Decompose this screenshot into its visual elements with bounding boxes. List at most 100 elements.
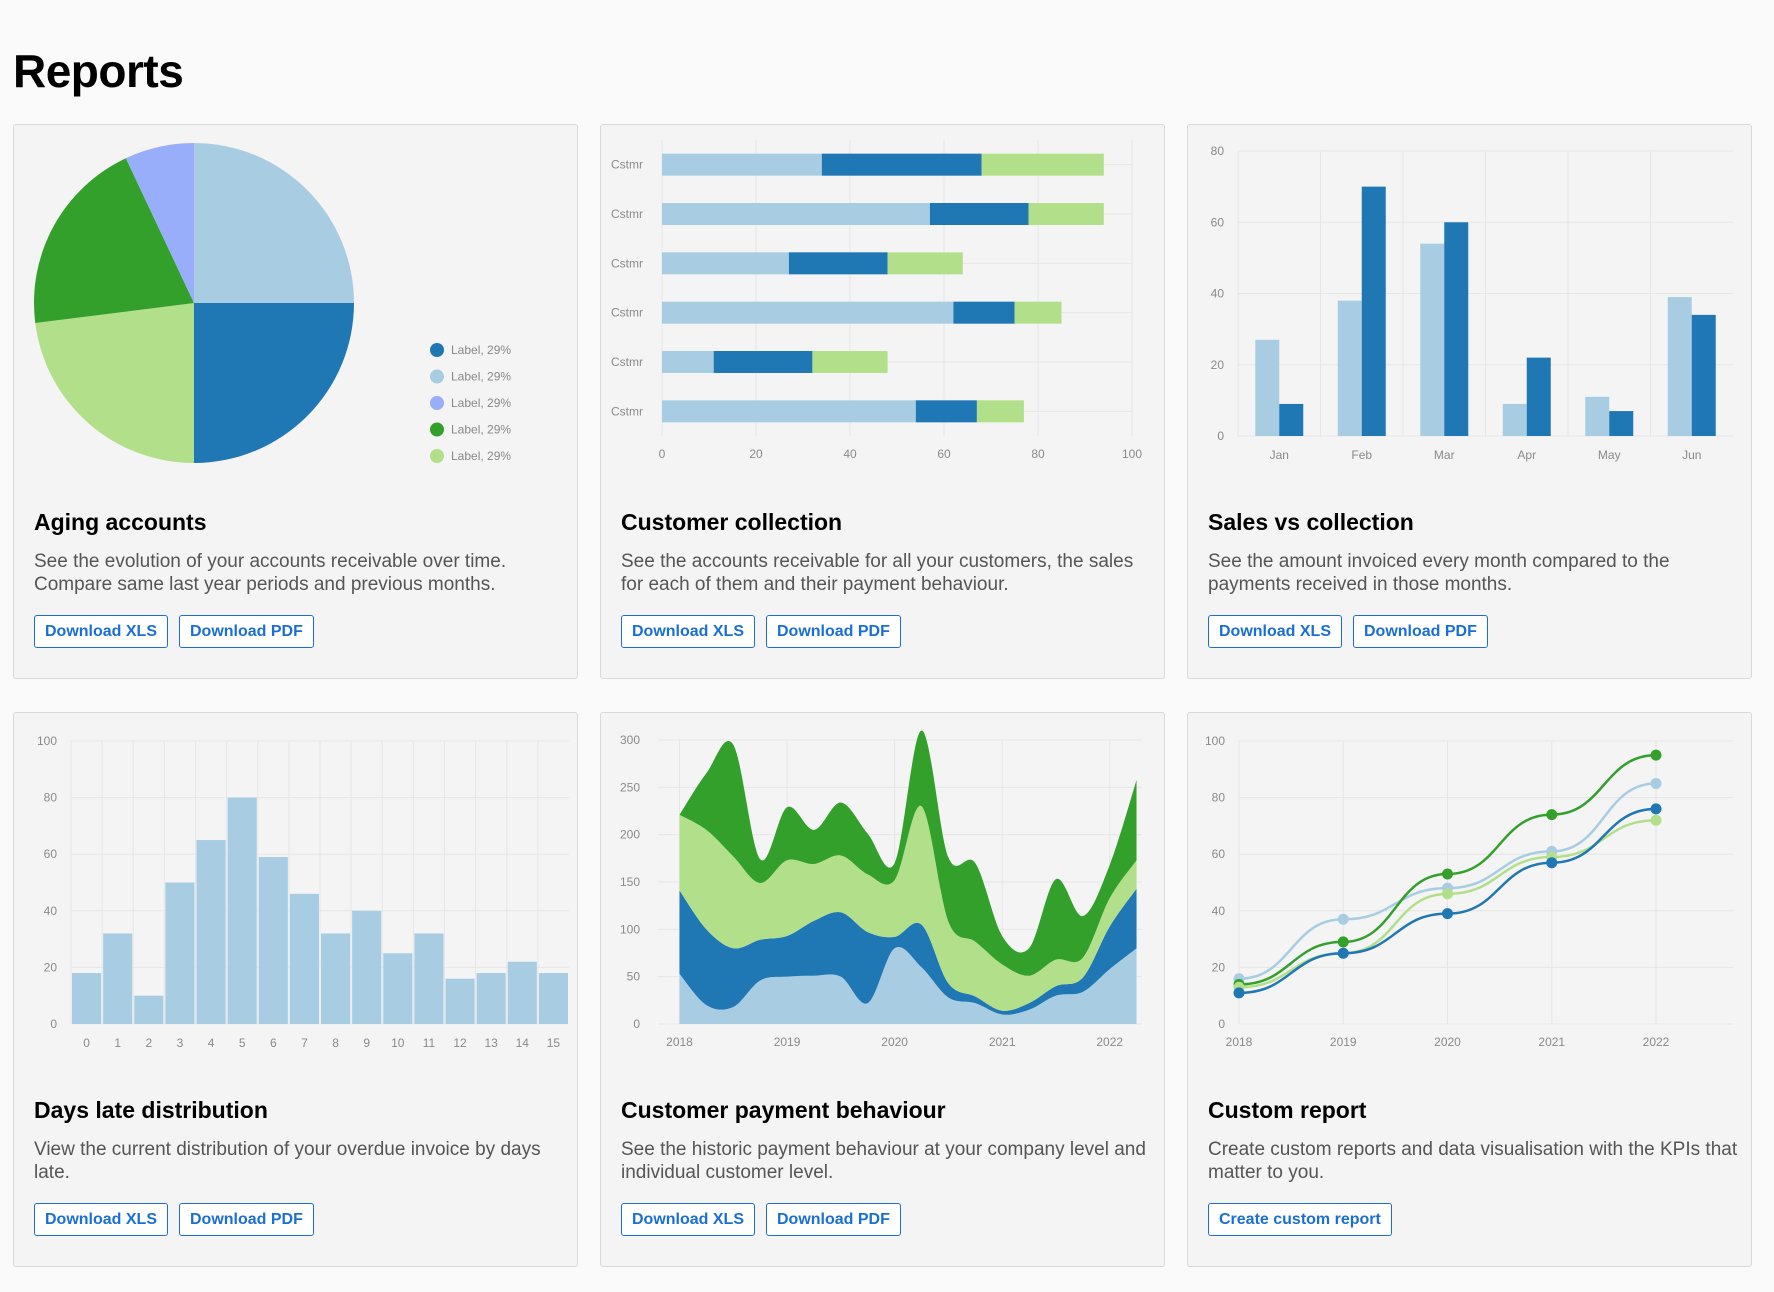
customer-collection-bar-chart: 0 20 40 60 80 100 Cstmr Cstmr Cstmr Cstmr Cstmr Cst… [611, 140, 1142, 461]
custom-report-line-chart: 0 20 40 60 80 100 2018 2019 2020 2021 2022 [1205, 734, 1733, 1049]
x-tick-label: 10 [391, 1036, 405, 1050]
chart-container: 0 20 40 60 80 100 0 1 2 3 4 5 6 7 8 9 10 11 12 13 14 15 [14, 713, 577, 1053]
legend-marker [430, 422, 444, 437]
x-tick-label: 0 [659, 447, 666, 461]
bar [1337, 300, 1362, 436]
x-tick-label: 2020 [1434, 1035, 1461, 1049]
x-tick-label: 5 [239, 1036, 246, 1050]
legend-marker [430, 343, 444, 357]
bar [1279, 403, 1304, 436]
card-actions: Download XLS Download PDF [1208, 615, 1488, 648]
y-tick-label: 60 [1212, 847, 1226, 861]
bar-segment [915, 400, 977, 423]
bar [103, 933, 133, 1024]
x-tick-label: 80 [1031, 447, 1045, 461]
legend-label: Label, 29% [451, 370, 511, 384]
card-description: View the current distribution of your ov… [34, 1139, 541, 1183]
bar [1502, 403, 1527, 436]
bar-segment [1028, 203, 1104, 225]
download-pdf-button[interactable]: Download PDF [179, 615, 314, 648]
bar [1255, 339, 1280, 436]
bar-segment [662, 203, 930, 225]
report-card-customer-payment-behaviour: 0 50 100 150 200 250 300 2018 2019 2020 2021 2022 C… [600, 712, 1165, 1267]
create-custom-report-button[interactable]: Create custom report [1208, 1203, 1392, 1236]
y-tick-label: 0 [50, 1017, 57, 1031]
download-xls-button[interactable]: Download XLS [1208, 615, 1342, 648]
card-description: See the historic payment behaviour at yo… [621, 1139, 1146, 1183]
download-xls-button[interactable]: Download XLS [34, 615, 168, 648]
pie-slice [194, 143, 354, 303]
bar [538, 973, 568, 1024]
card-title: Days late distribution [34, 1097, 268, 1123]
x-tick-label: Feb [1351, 448, 1372, 462]
card-actions: Download XLS Download PDF [34, 1203, 314, 1236]
bar [321, 933, 351, 1024]
card-title: Custom report [1208, 1097, 1367, 1123]
bar-segment [662, 252, 789, 275]
download-xls-button[interactable]: Download XLS [621, 1203, 755, 1236]
x-tick-label: 20 [749, 447, 763, 461]
bar-segment [981, 153, 1104, 176]
y-tick-label: 250 [620, 780, 640, 794]
x-tick-label: 2018 [666, 1035, 693, 1049]
y-tick-label: 20 [1211, 358, 1225, 372]
x-tick-label: 2 [145, 1036, 152, 1050]
data-point [1650, 749, 1662, 761]
bar [476, 973, 506, 1024]
download-xls-button[interactable]: Download XLS [34, 1203, 168, 1236]
download-xls-button[interactable]: Download XLS [621, 615, 755, 648]
x-tick-label: 2018 [1226, 1035, 1253, 1049]
card-actions: Download XLS Download PDF [621, 615, 901, 648]
card-actions: Download XLS Download PDF [34, 615, 314, 648]
x-tick-label: 0 [83, 1036, 90, 1050]
bar [72, 973, 102, 1024]
data-point [1650, 777, 1662, 789]
download-pdf-button[interactable]: Download PDF [766, 615, 901, 648]
x-tick-label: 100 [1122, 447, 1142, 461]
y-tick-label: 80 [1212, 791, 1226, 805]
bar [1609, 411, 1634, 436]
y-tick-label: Cstmr [611, 207, 643, 221]
x-tick-label: 11 [423, 1036, 436, 1050]
y-tick-label: 100 [620, 922, 640, 936]
card-title: Customer payment behaviour [621, 1097, 946, 1123]
y-tick-label: Cstmr [611, 355, 643, 369]
bar-segment [662, 351, 714, 373]
x-tick-label: 9 [363, 1036, 370, 1050]
x-tick-label: 7 [301, 1036, 308, 1050]
bar [134, 995, 164, 1024]
download-pdf-button[interactable]: Download PDF [1353, 615, 1488, 648]
y-tick-label: 60 [44, 847, 58, 861]
bar-segment [713, 351, 813, 373]
data-point [1442, 868, 1453, 880]
payment-behaviour-area-chart: 0 50 100 150 200 250 300 2018 2019 2020 2021 2022 [620, 730, 1142, 1049]
x-tick-label: 8 [332, 1036, 339, 1050]
x-tick-label: 3 [177, 1036, 184, 1050]
data-point [1546, 809, 1558, 821]
x-tick-label: 2019 [774, 1035, 801, 1049]
pie-slice [35, 303, 194, 463]
download-pdf-button[interactable]: Download PDF [179, 1203, 314, 1236]
report-card-customer-collection: 0 20 40 60 80 100 Cstmr Cstmr Cstmr Cstmr Cstmr Cst… [600, 124, 1165, 679]
area-series [679, 805, 1137, 1011]
bar [1691, 314, 1716, 436]
y-tick-label: 0 [1217, 429, 1224, 443]
legend-label: Label, 29% [451, 396, 511, 410]
bar [1420, 243, 1445, 436]
x-tick-label: 2021 [989, 1035, 1016, 1049]
x-tick-label: 60 [937, 447, 951, 461]
report-card-custom-report: 0 20 40 60 80 100 2018 2019 2020 2021 2022 Custom … [1187, 712, 1752, 1267]
legend-label: Label, 29% [451, 449, 511, 463]
bar [1585, 396, 1610, 436]
y-tick-label: 40 [44, 904, 58, 918]
legend-marker [430, 369, 444, 384]
y-tick-label: 40 [1211, 287, 1225, 301]
data-point [1546, 857, 1558, 869]
x-tick-label: 14 [516, 1036, 530, 1050]
x-tick-label: Jan [1270, 448, 1289, 462]
x-tick-label: 15 [547, 1036, 561, 1050]
x-tick-label: Jun [1682, 448, 1701, 462]
y-tick-label: Cstmr [611, 306, 643, 320]
download-pdf-button[interactable]: Download PDF [766, 1203, 901, 1236]
